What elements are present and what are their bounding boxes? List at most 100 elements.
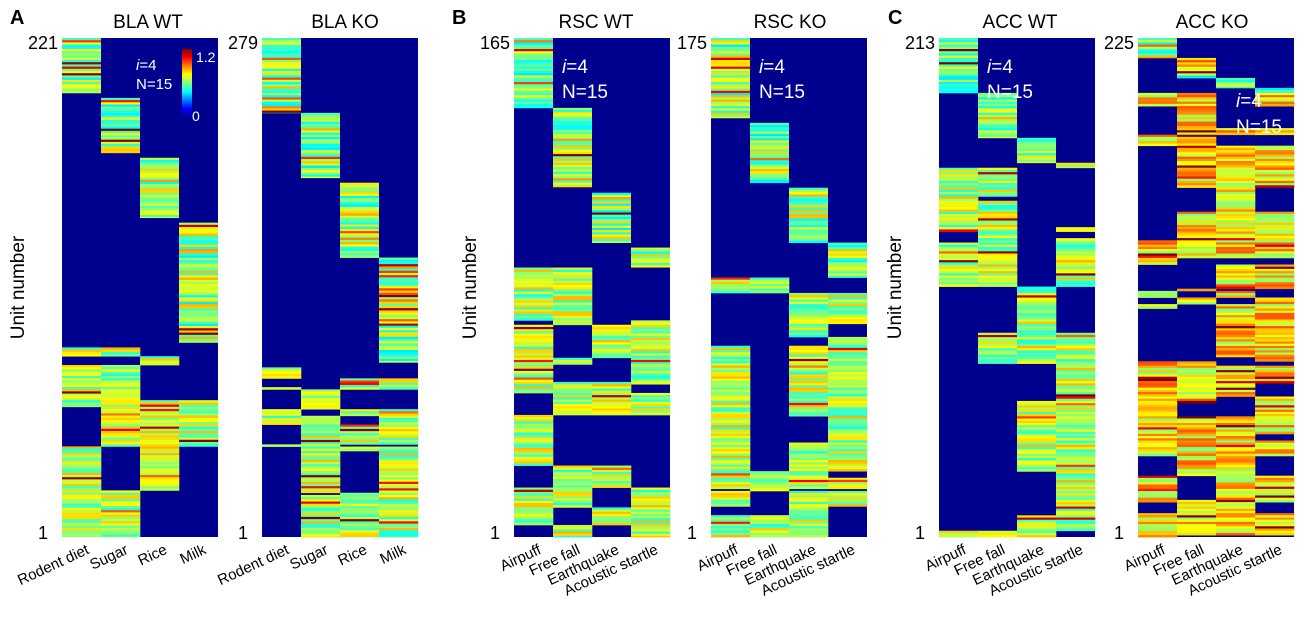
heatmap-cell (1216, 271, 1256, 274)
heatmap-cell (592, 192, 631, 196)
heatmap-cell (978, 191, 1018, 195)
heatmap-cell (1017, 411, 1057, 415)
heatmap-cell (1255, 323, 1295, 327)
heatmap-cell (789, 526, 829, 529)
heatmap-cell (592, 219, 631, 222)
heatmap-cell (379, 352, 418, 355)
heatmap-cell (939, 196, 979, 199)
heatmap-cell (62, 503, 102, 507)
heatmap-cell (711, 42, 750, 45)
heatmap-cell (62, 499, 102, 502)
heatmap-cell (514, 366, 554, 370)
heatmap-cell (828, 363, 868, 366)
heatmap-cell (828, 422, 868, 426)
heatmap-cell (1216, 156, 1256, 160)
heatmap-cell (340, 222, 379, 225)
heatmap-cell (514, 57, 553, 61)
heatmap-cell (789, 328, 829, 331)
heatmap-cell (514, 60, 553, 63)
colorbar-min-label: 0 (192, 108, 200, 124)
heatmap-cell (379, 503, 419, 507)
heatmap-cell (1216, 495, 1256, 499)
heatmap-cell (553, 395, 593, 398)
heatmap-cell (179, 439, 219, 443)
heatmap-cell (1216, 224, 1256, 228)
heatmap-cell (978, 117, 1017, 120)
heatmap-cell (179, 426, 219, 430)
heatmap-cell (1216, 383, 1256, 386)
heatmap-cell (789, 385, 829, 388)
heatmap-cell (711, 440, 751, 443)
heatmap-cell (514, 298, 554, 301)
heatmap-cell (514, 379, 554, 383)
heatmap-cell (828, 499, 868, 503)
heatmap-cell (101, 490, 141, 493)
y-bottom-label: 1 (38, 523, 48, 543)
heatmap-cell (340, 448, 380, 452)
heatmap-cell (1056, 365, 1096, 369)
heatmap-cell (301, 527, 341, 531)
heatmap-cell (711, 501, 751, 505)
heatmap-cell (1177, 301, 1217, 305)
heatmap-cell (711, 398, 751, 402)
heatmap-cell (514, 357, 554, 361)
heatmap-cell (62, 459, 102, 463)
heatmap-cell (1056, 486, 1096, 490)
heatmap-cell (62, 380, 102, 383)
heatmap-cell (1216, 455, 1256, 459)
heatmap-cell (262, 371, 302, 375)
heatmap-cell (1017, 458, 1057, 461)
heatmap-cell (789, 303, 829, 307)
heatmap-cell (553, 134, 592, 137)
heatmap-cell (179, 319, 218, 323)
heatmap-cell (340, 242, 379, 245)
heatmap-cell (1056, 460, 1096, 463)
heatmap-cell (1138, 499, 1178, 503)
heatmap-cell (514, 351, 554, 354)
heatmap-cell (750, 526, 790, 529)
heatmap-cell (1177, 119, 1217, 122)
heatmap-cell (750, 521, 790, 525)
heatmap-cell (631, 353, 671, 356)
heatmap-cell (1255, 480, 1295, 483)
heatmap-cell (711, 46, 750, 50)
heatmap-cell (1177, 392, 1217, 395)
heatmap-cell (379, 494, 419, 498)
heatmap-cell (592, 199, 631, 202)
heatmap-cell (1216, 332, 1256, 336)
heatmap-cell (1255, 374, 1295, 378)
heatmap-cell (514, 505, 554, 508)
heatmap-cell (592, 520, 632, 524)
heatmap-cell (592, 381, 632, 385)
heatmap-cell (1177, 147, 1217, 151)
heatmap-cell (1177, 183, 1217, 186)
heatmap-cell (828, 440, 868, 443)
heatmap-cell (301, 464, 341, 467)
heatmap-cell (711, 358, 751, 362)
heatmap-cell (101, 433, 141, 436)
heatmap-cell (750, 149, 789, 152)
heatmap-cell (101, 119, 140, 123)
heatmap-cell (301, 141, 340, 145)
heatmap-cell (711, 471, 751, 474)
heatmap-cell (1177, 68, 1216, 72)
heatmap-cell (140, 428, 180, 432)
heatmap-cell (592, 238, 631, 242)
heatmap-cell (1138, 416, 1178, 419)
heatmap-cell (828, 453, 868, 457)
heatmap-cell (789, 211, 828, 215)
heatmap-cell (750, 534, 790, 538)
heatmap-cell (1138, 53, 1177, 56)
heatmap-cell (1216, 304, 1256, 307)
heatmap-cell (592, 469, 632, 473)
heatmap-cell (553, 465, 593, 469)
heatmap-cell (1255, 334, 1295, 338)
heatmap-cell (1255, 370, 1295, 373)
heatmap-cell (828, 438, 868, 441)
heatmap-cell (179, 242, 218, 246)
heatmap-cell (978, 172, 1018, 175)
heatmap-cell (514, 77, 553, 81)
heatmap-cell (140, 201, 179, 205)
heatmap-cell (711, 435, 751, 439)
heatmap-cell (1056, 262, 1096, 265)
